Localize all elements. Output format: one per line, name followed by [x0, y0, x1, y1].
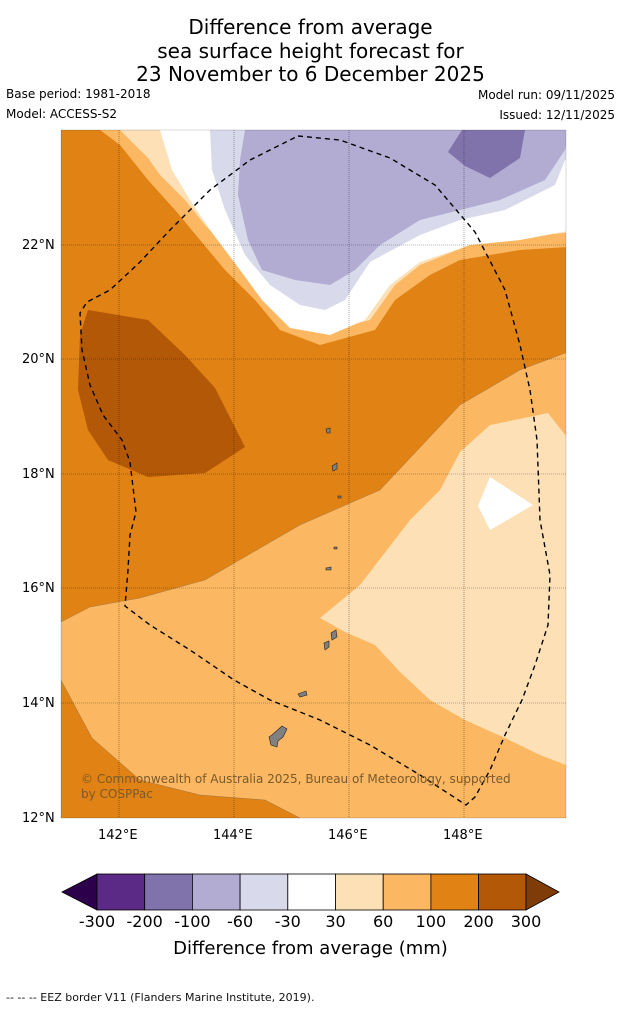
lon-tick-148e: 148°E — [443, 828, 483, 843]
lon-tick-144e: 144°E — [213, 828, 253, 843]
colorbar-label-neg60: -60 — [227, 912, 254, 931]
island-sarigan — [333, 546, 338, 550]
colorbar-label-100: 100 — [415, 912, 447, 931]
map-credit: © Commonwealth of Australia 2025, Bureau… — [81, 772, 511, 801]
colorbar-cell-neg60 — [191, 873, 241, 911]
eez-border — [79, 135, 551, 806]
colorbar-extend-low — [61, 873, 98, 911]
lat-tick-18n: 18°N — [22, 467, 55, 482]
colorbar-cell-neg200 — [96, 873, 146, 911]
islands — [268, 427, 342, 748]
map-plot-area — [61, 130, 566, 818]
island-guam — [268, 725, 288, 748]
colorbar-extend-high — [525, 873, 560, 911]
island-agrihan — [325, 427, 331, 434]
lat-tick-22n: 22°N — [22, 238, 55, 253]
lon-tick-146e: 146°E — [328, 828, 368, 843]
colorbar-label-neg300: -300 — [78, 912, 116, 931]
island-alamagan — [337, 495, 342, 499]
island-rota — [297, 690, 308, 698]
colorbar-cell-30 — [335, 873, 384, 911]
title-line-3: 23 November to 6 December 2025 — [136, 62, 485, 86]
lat-tick-14n: 14°N — [22, 696, 55, 711]
colorbar-title: Difference from average (mm) — [173, 938, 448, 959]
colorbar-label-300: 300 — [510, 912, 542, 931]
colorbar-cell-neg30 — [239, 873, 289, 911]
title-line-1: Difference from average — [188, 15, 433, 39]
colorbar-label-200: 200 — [463, 912, 494, 931]
band-zero-south — [478, 477, 533, 530]
colorbar-label-60: 60 — [373, 912, 394, 931]
lon-tick-142e: 142°E — [98, 828, 138, 843]
lat-tick-16n: 16°N — [22, 581, 55, 596]
model-name: Model: ACCESS-S2 — [6, 107, 118, 121]
colorbar-label-neg30: -30 — [274, 912, 301, 931]
colorbar-cell-100 — [430, 873, 479, 911]
map-frame — [60, 129, 567, 819]
band-200-300 — [78, 310, 245, 477]
eez-legend-footer: -- -- -- EEZ border V11 (Flanders Marine… — [6, 991, 315, 1004]
island-anatahan — [325, 566, 332, 571]
model-run: Model run: 09/11/2025 — [477, 88, 615, 102]
colorbar-label-30: 30 — [325, 912, 346, 931]
gridlines — [61, 130, 566, 818]
island-tinian — [323, 640, 330, 651]
lat-tick-20n: 20°N — [22, 352, 55, 367]
colorbar — [61, 873, 560, 911]
colorbar-cell-neg100 — [144, 873, 193, 911]
colorbar-label-neg200: -200 — [126, 912, 163, 931]
island-pagan — [331, 462, 338, 472]
title-line-2: sea surface height forecast for — [157, 39, 464, 63]
issued-date: Issued: 12/11/2025 — [499, 108, 615, 122]
band-neg100 — [448, 130, 525, 178]
colorbar-label-neg100: -100 — [174, 912, 211, 931]
colorbar-cell-200 — [478, 873, 527, 911]
island-saipan — [330, 629, 338, 641]
colorbar-cell-60 — [382, 873, 432, 911]
colorbar-cell-zero — [287, 873, 336, 911]
base-period: Base period: 1981-2018 — [6, 87, 151, 101]
band-100-200-south — [61, 680, 300, 818]
lat-tick-12n: 12°N — [22, 811, 55, 826]
